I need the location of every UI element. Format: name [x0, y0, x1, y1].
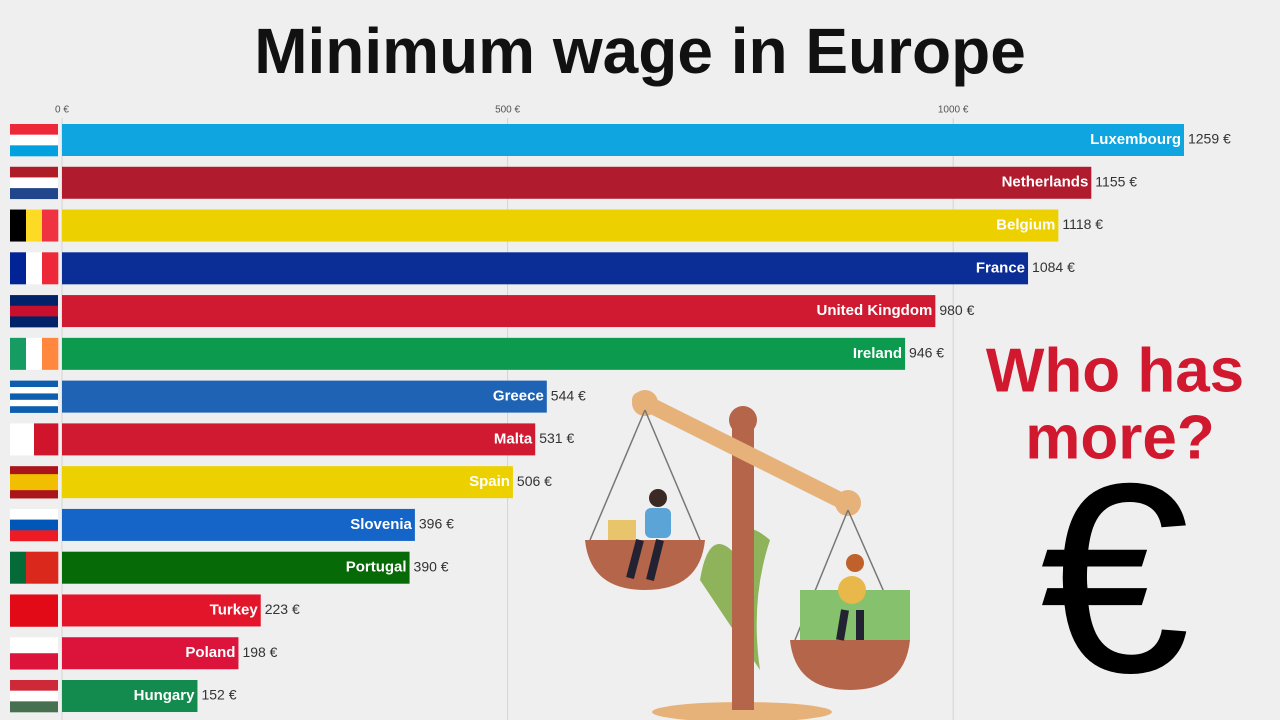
- flag-stripe: [10, 653, 58, 670]
- value-label: 980 €: [939, 302, 974, 318]
- category-label: Spain: [469, 473, 510, 490]
- bar: [62, 423, 536, 456]
- flag-stripe: [34, 423, 59, 456]
- flag-stripe: [10, 177, 58, 189]
- category-label: Luxembourg: [1090, 131, 1181, 148]
- scale-illustration: [585, 390, 910, 720]
- chart-title: Minimum wage in Europe: [254, 15, 1026, 87]
- value-label: 1155 €: [1095, 173, 1137, 189]
- flag-stripe: [10, 530, 58, 542]
- bar: [62, 295, 936, 328]
- category-label: Netherlands: [1002, 174, 1089, 191]
- category-label: Hungary: [134, 687, 196, 704]
- flag-stripe: [10, 134, 58, 146]
- bar: [62, 551, 410, 584]
- flag-stripe: [10, 188, 58, 200]
- category-label: Turkey: [210, 601, 259, 618]
- flag-stripe: [10, 690, 58, 702]
- value-label: 152 €: [201, 687, 236, 703]
- value-label: 946 €: [909, 345, 944, 361]
- flag-stripe: [10, 316, 58, 328]
- value-label: 198 €: [242, 644, 277, 660]
- flag-stripe: [26, 551, 43, 584]
- category-label: Poland: [185, 644, 235, 661]
- flag-stripe: [10, 474, 58, 483]
- category-label: Belgium: [996, 217, 1055, 234]
- flag-stripe: [10, 551, 27, 584]
- euro-symbol: €: [1040, 428, 1190, 720]
- flag-stripe: [10, 305, 58, 317]
- value-label: 223 €: [265, 601, 300, 617]
- flag-stripe: [10, 399, 58, 407]
- flag-stripe: [10, 406, 58, 413]
- flag-stripe: [10, 490, 58, 499]
- x-tick-label: 1000 €: [938, 105, 969, 116]
- flag-stripe: [10, 387, 58, 394]
- x-tick-label: 0 €: [55, 105, 69, 116]
- bar: [62, 166, 1092, 199]
- flag-stripe: [10, 252, 27, 285]
- flag-stripe: [10, 393, 58, 401]
- category-label: Ireland: [853, 345, 902, 362]
- flag-stripe: [10, 482, 58, 491]
- flag-stripe: [10, 680, 58, 691]
- flag-stripe: [42, 337, 59, 370]
- bar: [62, 252, 1029, 285]
- flag-stripe: [10, 466, 58, 475]
- flag-stripe: [10, 124, 58, 135]
- flag-stripe: [10, 145, 58, 157]
- category-label: United Kingdom: [817, 302, 933, 319]
- bar: [62, 466, 513, 499]
- bar: [62, 209, 1059, 242]
- bar: [62, 337, 906, 370]
- flag-stripe: [42, 551, 59, 584]
- flag-stripe: [26, 252, 43, 285]
- flag-stripe: [10, 166, 58, 178]
- flag-stripe: [10, 508, 58, 520]
- flag-stripe: [10, 295, 58, 307]
- x-tick-label: 500 €: [495, 105, 520, 116]
- value-label: 506 €: [517, 473, 552, 489]
- value-label: 1259 €: [1188, 131, 1231, 147]
- category-label: Slovenia: [350, 516, 412, 533]
- flag-stripe: [10, 594, 58, 627]
- flag-stripe: [26, 337, 43, 370]
- bar: [62, 508, 415, 541]
- flag-stripe: [10, 519, 58, 531]
- category-label: Greece: [493, 388, 544, 405]
- value-label: 544 €: [551, 387, 586, 403]
- bar: [62, 594, 261, 627]
- annotation: more?: [1025, 403, 1214, 472]
- category-label: France: [976, 259, 1025, 276]
- bar: [62, 124, 1184, 156]
- bar: [62, 680, 198, 713]
- category-label: Portugal: [346, 559, 407, 576]
- flag-stripe: [42, 209, 59, 242]
- value-label: 1118 €: [1062, 216, 1103, 232]
- flag-stripe: [10, 423, 35, 456]
- flag-stripe: [10, 637, 58, 654]
- value-label: 390 €: [414, 558, 449, 574]
- annotation: Who has: [986, 336, 1244, 405]
- category-label: Malta: [494, 430, 533, 447]
- value-label: 396 €: [419, 516, 454, 532]
- value-label: 531 €: [539, 430, 574, 446]
- value-label: 1084 €: [1032, 259, 1075, 275]
- flag-stripe: [10, 701, 58, 713]
- flag-stripe: [10, 337, 27, 370]
- flag-stripe: [10, 380, 58, 388]
- flag-stripe: [42, 252, 59, 285]
- bar: [62, 380, 547, 413]
- flag-stripe: [26, 209, 43, 242]
- bar: [62, 637, 239, 670]
- flag-stripe: [10, 209, 27, 242]
